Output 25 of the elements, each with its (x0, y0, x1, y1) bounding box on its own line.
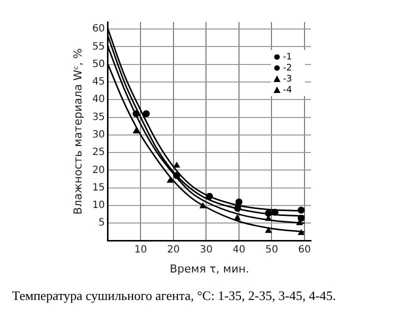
y-tick-label: 60 (92, 24, 105, 35)
x-tick-label: 10 (134, 244, 148, 256)
y-tick-label: 55 (92, 41, 105, 52)
y-tick-label: 30 (92, 130, 105, 141)
legend-label: -3 (283, 74, 292, 84)
x-axis-title: Время τ, мин. (170, 262, 250, 276)
x-tick-label: 30 (200, 244, 213, 256)
y-tick-label: 40 (92, 94, 105, 106)
y-axis-title: Влажность материала Wᶜ, % (71, 48, 84, 215)
x-tick-label: 60 (298, 244, 311, 256)
legend-label: -1 (283, 52, 292, 62)
legend-label: -2 (283, 63, 292, 74)
x-tick-label: 20 (167, 244, 180, 256)
y-tick-label: 20 (92, 164, 105, 176)
y-tick-label: 35 (92, 112, 105, 123)
text: Температура сушильного агента, °C: 1-35, 2-35, 3-45, 4-45. (12, 288, 337, 304)
y-tick-label: 45 (92, 76, 105, 88)
y-tick-label: 25 (92, 147, 105, 158)
y-tick-label: 50 (92, 58, 105, 70)
legend-label: -4 (283, 85, 292, 96)
y-tick-label: 10 (92, 200, 105, 212)
x-tick-label: 50 (265, 244, 278, 256)
x-tick-label: 40 (232, 244, 246, 256)
y-tick-label: 15 (92, 182, 105, 194)
y-tick-label: 5 (98, 218, 105, 229)
